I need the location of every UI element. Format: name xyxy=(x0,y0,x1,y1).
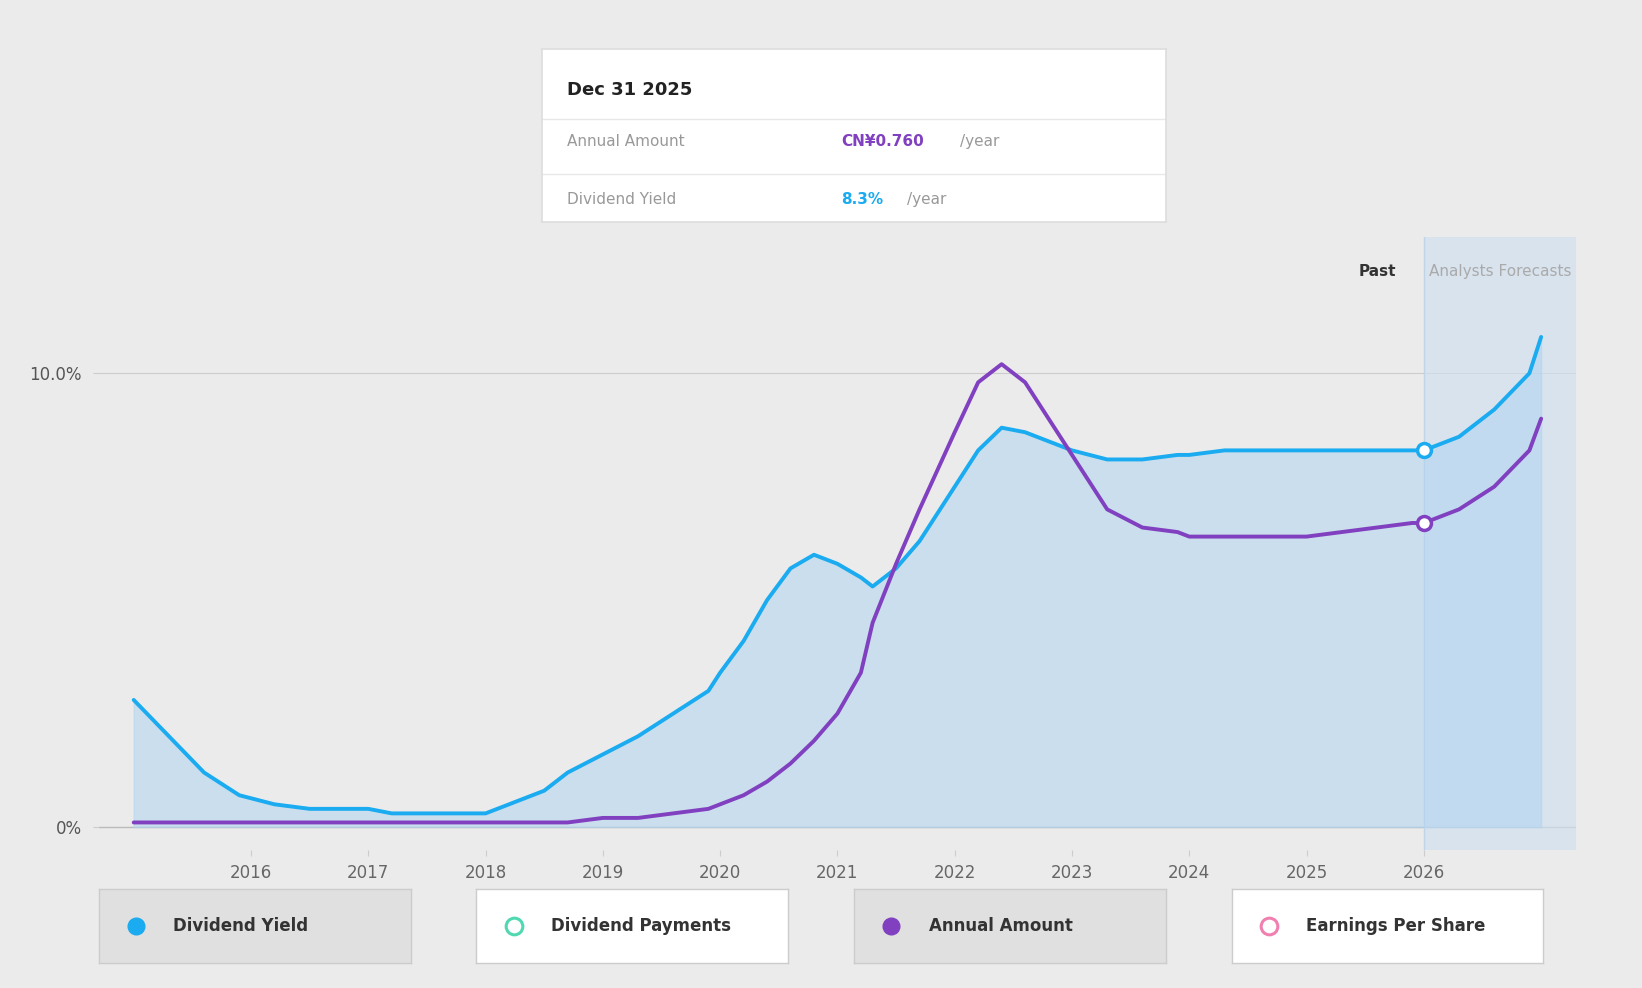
Text: Annual Amount: Annual Amount xyxy=(929,917,1072,936)
Bar xyxy=(1424,237,1576,850)
Text: Past: Past xyxy=(1358,264,1396,279)
Text: Dec 31 2025: Dec 31 2025 xyxy=(566,81,693,99)
Text: /year: /year xyxy=(906,193,946,207)
Text: 8.3%: 8.3% xyxy=(841,193,883,207)
Text: CN¥0.760: CN¥0.760 xyxy=(841,133,924,148)
Text: /year: /year xyxy=(961,133,1000,148)
Text: Dividend Payments: Dividend Payments xyxy=(552,917,731,936)
Text: Analysts Forecasts: Analysts Forecasts xyxy=(1429,264,1571,279)
Text: Earnings Per Share: Earnings Per Share xyxy=(1307,917,1486,936)
Text: Annual Amount: Annual Amount xyxy=(566,133,685,148)
Text: Dividend Yield: Dividend Yield xyxy=(174,917,309,936)
Text: Dividend Yield: Dividend Yield xyxy=(566,193,677,207)
